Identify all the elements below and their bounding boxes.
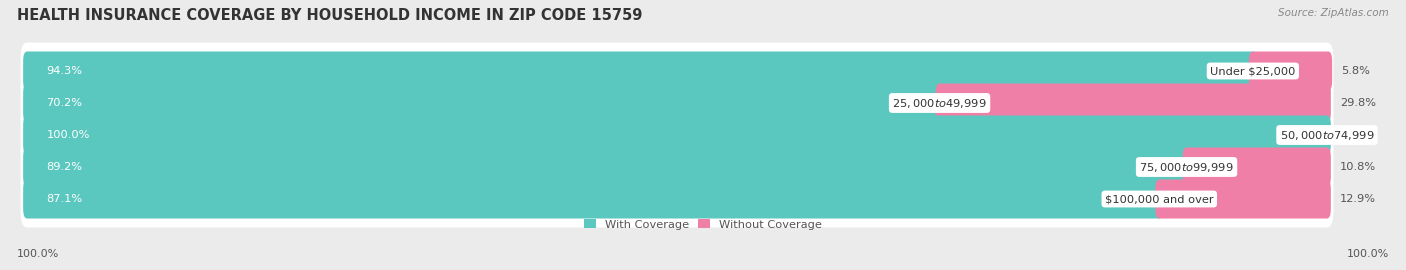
Text: 10.8%: 10.8% xyxy=(1340,162,1376,172)
Text: 70.2%: 70.2% xyxy=(46,98,83,108)
FancyBboxPatch shape xyxy=(22,116,1331,154)
FancyBboxPatch shape xyxy=(1182,147,1331,187)
Text: 100.0%: 100.0% xyxy=(1347,249,1389,259)
FancyBboxPatch shape xyxy=(21,139,1333,195)
Text: 100.0%: 100.0% xyxy=(46,130,90,140)
FancyBboxPatch shape xyxy=(22,180,1163,218)
FancyBboxPatch shape xyxy=(935,83,1331,123)
Text: 87.1%: 87.1% xyxy=(46,194,83,204)
Text: 12.9%: 12.9% xyxy=(1340,194,1376,204)
Text: $50,000 to $74,999: $50,000 to $74,999 xyxy=(1279,129,1374,141)
Text: $100,000 and over: $100,000 and over xyxy=(1105,194,1213,204)
Text: 89.2%: 89.2% xyxy=(46,162,83,172)
Text: 5.8%: 5.8% xyxy=(1341,66,1369,76)
FancyBboxPatch shape xyxy=(1249,52,1331,90)
FancyBboxPatch shape xyxy=(21,107,1333,163)
Text: 94.3%: 94.3% xyxy=(46,66,83,76)
FancyBboxPatch shape xyxy=(22,83,943,123)
FancyBboxPatch shape xyxy=(22,147,1191,187)
Text: $75,000 to $99,999: $75,000 to $99,999 xyxy=(1139,160,1234,174)
FancyBboxPatch shape xyxy=(21,42,1333,99)
FancyBboxPatch shape xyxy=(21,75,1333,131)
FancyBboxPatch shape xyxy=(22,52,1257,90)
Text: Under $25,000: Under $25,000 xyxy=(1211,66,1295,76)
Legend: With Coverage, Without Coverage: With Coverage, Without Coverage xyxy=(585,219,821,230)
FancyBboxPatch shape xyxy=(21,171,1333,228)
Text: 100.0%: 100.0% xyxy=(17,249,59,259)
Text: $25,000 to $49,999: $25,000 to $49,999 xyxy=(893,96,987,110)
Text: 29.8%: 29.8% xyxy=(1340,98,1376,108)
Text: HEALTH INSURANCE COVERAGE BY HOUSEHOLD INCOME IN ZIP CODE 15759: HEALTH INSURANCE COVERAGE BY HOUSEHOLD I… xyxy=(17,8,643,23)
Text: Source: ZipAtlas.com: Source: ZipAtlas.com xyxy=(1278,8,1389,18)
FancyBboxPatch shape xyxy=(1156,180,1331,218)
